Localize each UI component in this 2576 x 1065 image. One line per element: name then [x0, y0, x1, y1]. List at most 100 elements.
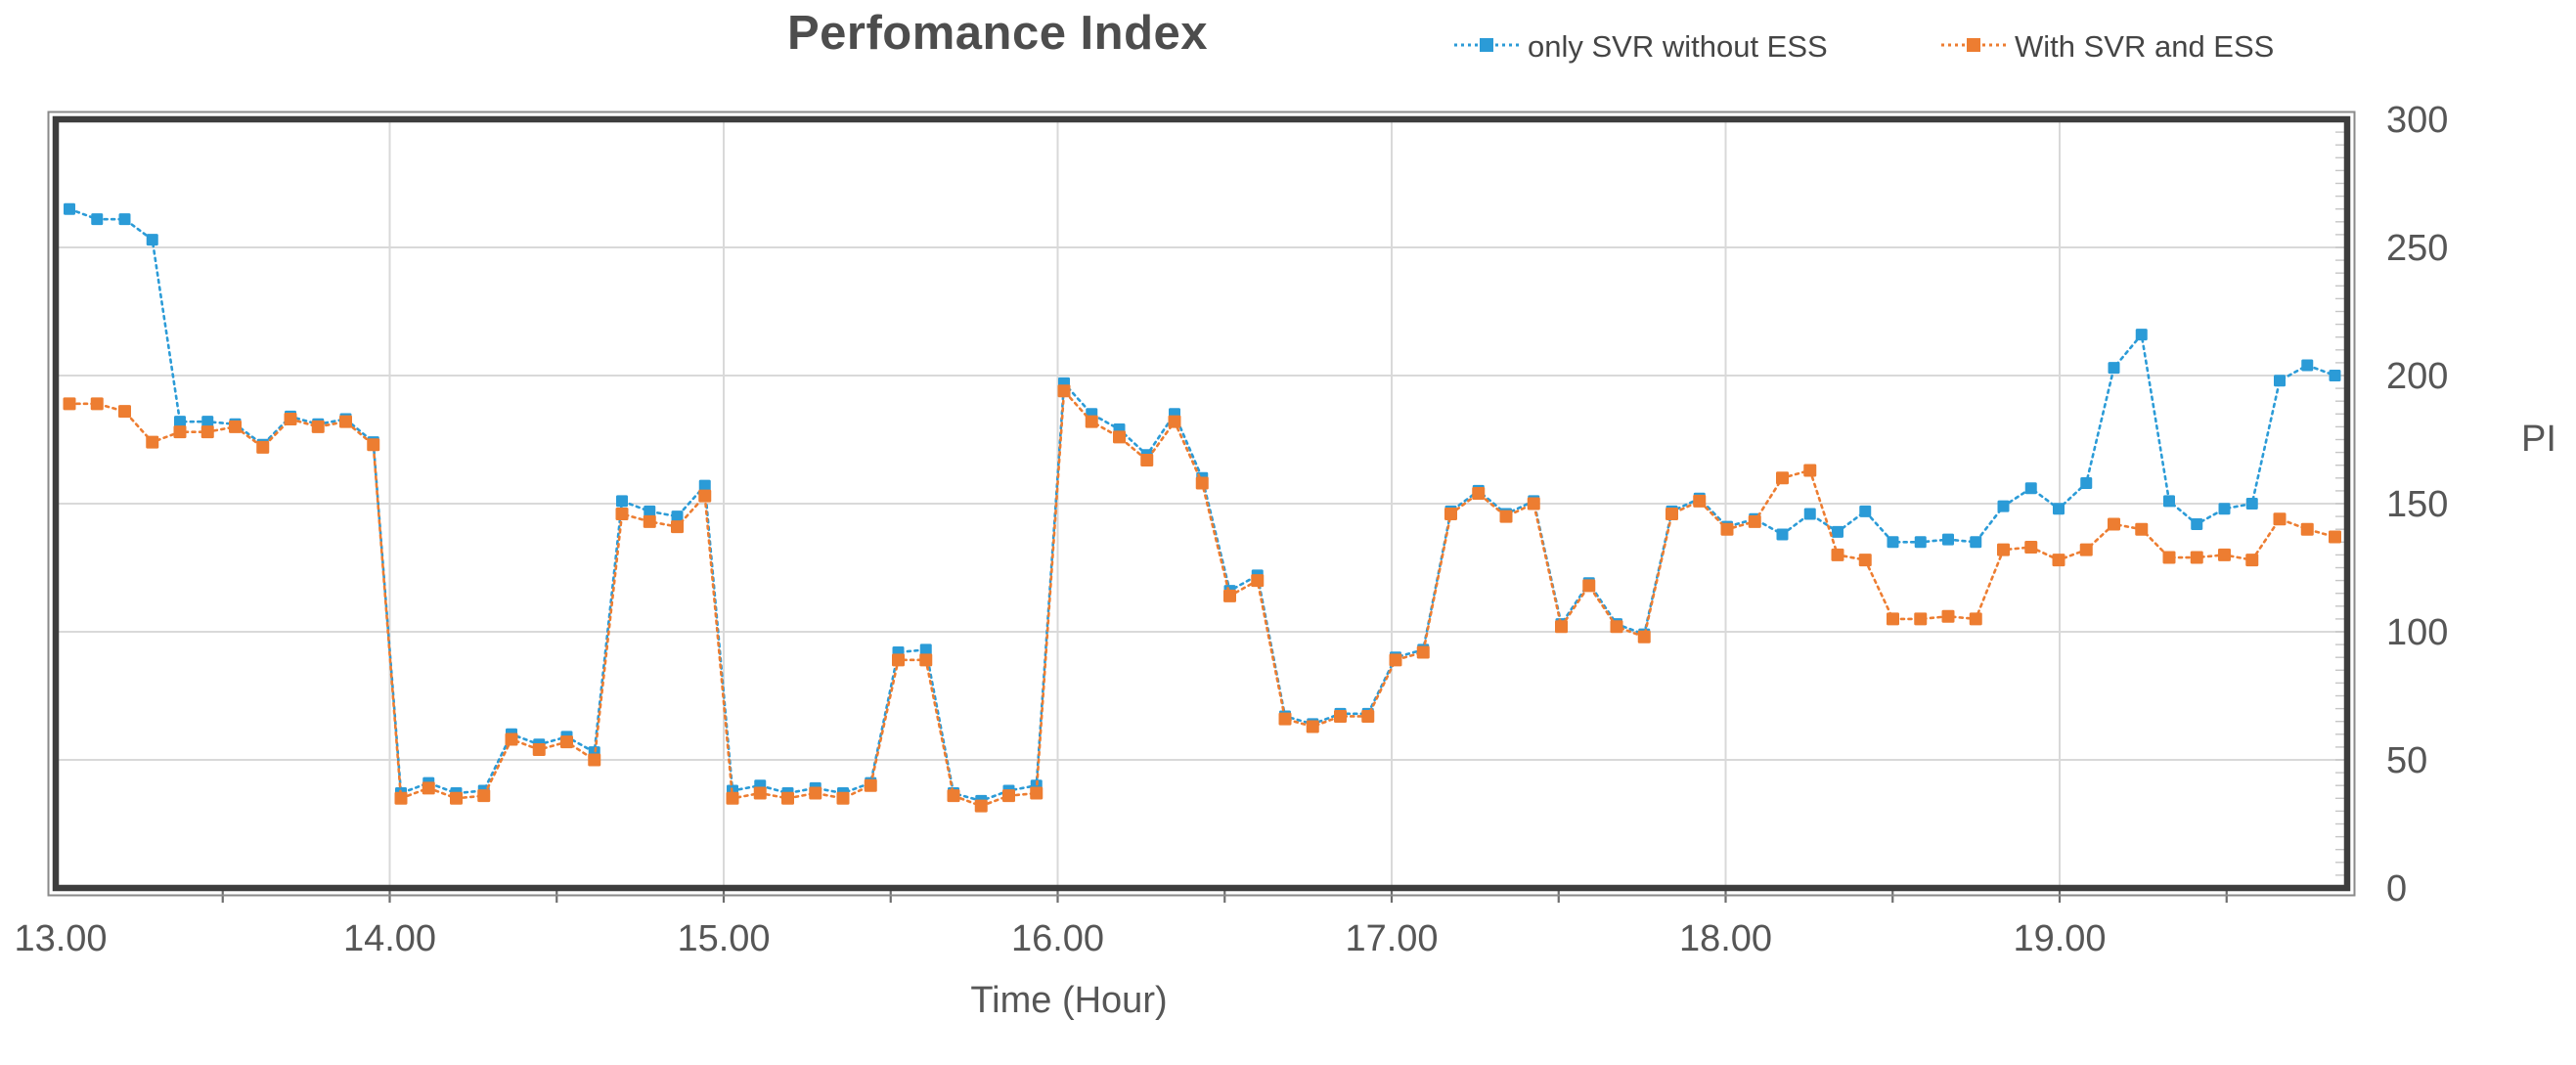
series-line-only-svr [67, 207, 2336, 803]
y-axis-title: PI [2521, 419, 2556, 460]
data-point-marker [1803, 464, 1817, 477]
data-point-marker [919, 643, 932, 656]
data-point-marker [1582, 579, 1596, 593]
data-point-marker [201, 416, 214, 428]
data-point-marker [1831, 548, 1844, 561]
x-axis-title: Time (Hour) [970, 980, 1168, 1021]
data-point-marker [1057, 384, 1071, 398]
data-point-marker [1969, 612, 1982, 626]
data-point-marker [1361, 709, 1375, 723]
data-point-marker [1942, 533, 1954, 546]
data-point-marker [1140, 453, 1154, 466]
series-line-svr-ess [67, 387, 2336, 808]
data-point-marker [477, 789, 491, 803]
data-point-marker [146, 234, 158, 246]
data-point-marker [671, 520, 684, 534]
data-point-marker [1637, 630, 1651, 643]
data-point-marker [2079, 543, 2093, 556]
legend-entry-svr-only: only SVR without ESS [1454, 29, 1828, 65]
data-point-marker [2162, 551, 2176, 564]
data-point-marker [1859, 505, 1872, 517]
data-point-marker [2135, 329, 2148, 341]
data-point-marker [2108, 362, 2120, 375]
data-point-marker [174, 416, 186, 428]
x-tick-label: 15.00 [677, 918, 770, 959]
data-point-marker [146, 435, 159, 449]
data-point-marker [1610, 620, 1623, 634]
legend-label: With SVR and ESS [2015, 29, 2275, 64]
data-point-marker [2024, 541, 2038, 555]
data-point-marker [532, 743, 546, 757]
data-point-marker [63, 397, 76, 411]
data-point-marker [173, 425, 187, 439]
data-point-marker [90, 397, 104, 411]
data-point-marker [1334, 709, 1347, 723]
data-point-marker [1389, 653, 1402, 667]
data-point-marker [726, 791, 739, 805]
x-tick-label: 18.00 [1679, 918, 1772, 959]
data-point-marker [1444, 507, 1457, 520]
x-tick-label: 14.00 [343, 918, 436, 959]
data-point-marker [1887, 612, 1899, 626]
chart-title: Perfomance Index [786, 7, 1209, 60]
data-point-marker [644, 505, 656, 517]
data-point-marker [311, 420, 325, 433]
data-point-marker [1693, 494, 1707, 508]
data-point-marker [2053, 503, 2065, 515]
data-point-marker [2218, 548, 2231, 561]
data-point-marker [1914, 536, 1927, 549]
y-tick-label: 100 [2386, 612, 2448, 653]
data-point-marker [1472, 487, 1486, 501]
data-point-marker [1085, 415, 1098, 428]
data-point-marker [339, 415, 352, 428]
data-point-marker [643, 514, 656, 528]
data-point-marker [616, 495, 628, 508]
data-point-marker [1970, 536, 1982, 549]
data-point-marker [836, 791, 850, 805]
data-point-marker [1720, 522, 1734, 536]
data-point-marker [698, 489, 712, 503]
data-point-marker [2301, 359, 2314, 372]
data-point-marker [2052, 554, 2065, 567]
legend-marker-blue-icon [1454, 35, 1519, 60]
data-point-marker [1223, 589, 1236, 602]
y-tick-label: 50 [2386, 740, 2427, 781]
data-point-marker [91, 213, 104, 226]
data-point-marker [2108, 517, 2120, 531]
data-point-marker [1832, 525, 1843, 538]
data-point-marker [367, 438, 380, 452]
data-point-marker [974, 799, 988, 813]
data-point-marker [118, 213, 131, 226]
x-tick-label: 13.00 [14, 918, 107, 959]
data-point-marker [2190, 551, 2203, 564]
data-point-marker [2024, 482, 2037, 495]
data-point-marker [753, 786, 767, 800]
legend-marker-orange-icon [1941, 35, 2006, 60]
data-point-marker [2191, 517, 2203, 530]
data-point-marker [1499, 510, 1513, 523]
y-tick-label: 0 [2386, 868, 2407, 910]
data-point-marker [1803, 508, 1816, 520]
data-point-marker [919, 653, 933, 667]
data-point-marker [284, 413, 297, 426]
data-point-marker [2329, 370, 2341, 381]
data-point-marker [1776, 528, 1789, 541]
plot-border-outer [47, 111, 2356, 897]
y-tick-label: 200 [2386, 356, 2448, 397]
data-point-marker [229, 420, 242, 433]
data-point-marker [2135, 522, 2149, 536]
data-point-marker [615, 507, 629, 520]
data-point-marker [781, 791, 794, 805]
x-tick-label: 19.00 [2013, 918, 2106, 959]
data-point-marker [698, 479, 711, 492]
x-tick-label: 16.00 [1011, 918, 1104, 959]
data-point-marker [1113, 430, 1126, 444]
y-tick-label: 150 [2386, 484, 2448, 525]
data-point-marker [1168, 415, 1181, 428]
data-point-marker [256, 440, 270, 454]
data-point-marker [1555, 620, 1568, 634]
data-point-marker [1997, 500, 2010, 512]
data-point-marker [892, 653, 905, 667]
data-point-marker [671, 510, 684, 523]
